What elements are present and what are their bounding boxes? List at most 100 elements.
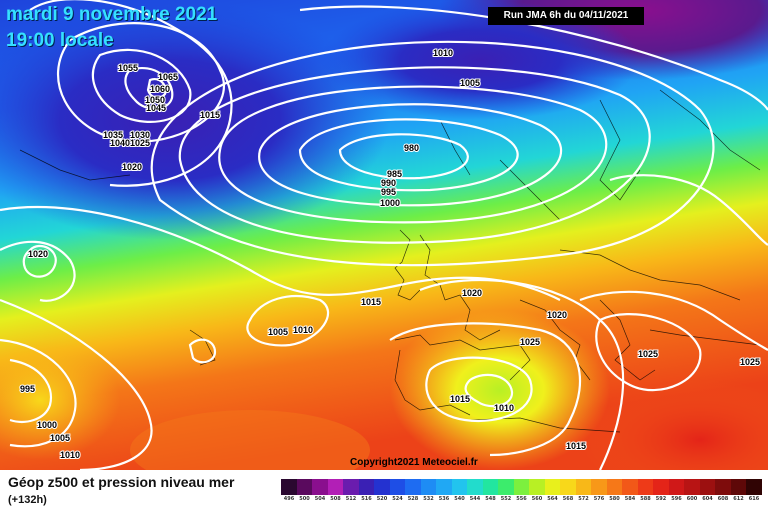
weather-map: 1055 1065 1060 1050 1045 1015 1035 1030 …: [0, 0, 768, 470]
scale-tick-label: 516: [361, 496, 372, 502]
isobar-label: 1015: [450, 394, 470, 404]
scale-swatch: 576: [591, 479, 607, 502]
scale-tick-label: 536: [438, 496, 450, 502]
isobar-label: 1020: [547, 310, 567, 320]
isobar-label: 1025: [130, 138, 150, 148]
scale-swatch: 552: [498, 479, 514, 502]
isobar-label: 1040: [110, 138, 130, 148]
scale-tick-label: 528: [407, 496, 419, 502]
isobar-label: 1010: [293, 325, 313, 335]
isobar-label: 995: [20, 384, 35, 394]
isobar-label: 1000: [380, 198, 400, 208]
isobar-label: 1000: [37, 420, 57, 430]
scale-swatch: 584: [622, 479, 638, 502]
isobar-label: 1025: [520, 337, 540, 347]
scale-swatch: 604: [699, 479, 715, 502]
scale-swatch: 504: [312, 479, 328, 502]
scale-swatch: 532: [420, 479, 436, 502]
scale-swatch: 556: [513, 479, 529, 502]
scale-swatch: 572: [575, 479, 591, 502]
scale-swatch: 580: [606, 479, 622, 502]
color-scale: 496 500 504 508 512 516 520 524 528 532 536 540 544 5…: [281, 479, 762, 502]
scale-tick-label: 520: [376, 496, 388, 502]
scale-swatch: 500: [296, 479, 312, 502]
scale-tick-label: 540: [454, 496, 465, 502]
scale-tick-label: 508: [330, 496, 341, 502]
scale-tick-label: 500: [299, 496, 310, 502]
isobar-label: 1060: [150, 84, 170, 94]
isobar-label: 1045: [146, 103, 166, 113]
scale-tick-label: 560: [531, 496, 543, 502]
isobar-label: 1005: [50, 433, 70, 443]
scale-swatch: 612: [730, 479, 746, 502]
isobar-label: 990: [381, 178, 396, 188]
isobar-label: 1015: [200, 110, 220, 120]
scale-swatch: 520: [374, 479, 390, 502]
scale-tick-label: 556: [516, 496, 527, 502]
scale-tick-label: 580: [609, 496, 620, 502]
scale-tick-label: 512: [345, 496, 357, 502]
scale-swatch: 592: [653, 479, 669, 502]
isobar-label: 1035: [103, 130, 123, 140]
isobar-label: 1020: [28, 249, 48, 259]
scale-swatch: 568: [560, 479, 576, 502]
scale-swatch: 524: [389, 479, 405, 502]
isobar-label: 1005: [268, 327, 288, 337]
scale-tick-label: 576: [593, 496, 605, 502]
scale-swatch: 536: [436, 479, 452, 502]
forecast-time: 19:00 locale: [6, 30, 114, 51]
scale-tick-label: 564: [547, 496, 558, 502]
scale-swatch: 596: [668, 479, 684, 502]
isobar-label: 1050: [145, 95, 165, 105]
scale-swatch: 540: [451, 479, 467, 502]
scale-tick-label: 532: [423, 496, 434, 502]
scale-tick-label: 584: [624, 496, 636, 502]
forecast-date: mardi 9 novembre 2021: [6, 4, 218, 25]
legend-subtitle: (+132h): [8, 494, 47, 506]
scale-tick-label: 596: [671, 496, 682, 502]
isobar-label: 1020: [122, 162, 142, 172]
isobar-label: 1065: [158, 72, 178, 82]
scale-swatch: 508: [327, 479, 343, 502]
scale-swatch: 496: [281, 479, 297, 502]
scale-tick-label: 612: [733, 496, 744, 502]
scale-tick-label: 616: [748, 496, 760, 502]
scale-tick-label: 544: [469, 496, 481, 502]
isobar-label: 1010: [60, 450, 80, 460]
isobar-label: 1020: [462, 288, 482, 298]
scale-tick-label: 604: [702, 496, 713, 502]
scale-swatch: 512: [343, 479, 359, 502]
copyright-text: Copyright2021 Meteociel.fr: [350, 457, 478, 468]
isobar-label: 1015: [361, 297, 381, 307]
scale-swatch: 560: [529, 479, 545, 502]
scale-swatch: 548: [482, 479, 498, 502]
isobar-label: 1010: [494, 403, 514, 413]
legend-title: Géop z500 et pression niveau mer: [8, 474, 235, 490]
scale-swatch: 516: [358, 479, 374, 502]
scale-tick-label: 496: [283, 496, 295, 502]
legend-panel: Géop z500 et pression niveau mer (+132h)…: [0, 470, 768, 512]
scale-tick-label: 600: [686, 496, 698, 502]
isobar-label: 1015: [566, 441, 586, 451]
scale-tick-label: 548: [485, 496, 496, 502]
run-info: Run JMA 6h du 04/11/2021: [488, 7, 644, 25]
scale-swatch: 588: [637, 479, 653, 502]
scale-tick-label: 504: [314, 496, 326, 502]
scale-tick-label: 592: [655, 496, 667, 502]
scale-swatch: 528: [405, 479, 421, 502]
isobar-label: 1005: [460, 78, 480, 88]
scale-tick-label: 572: [578, 496, 589, 502]
scale-tick-label: 608: [717, 496, 729, 502]
scale-swatch: 600: [684, 479, 700, 502]
scale-tick-label: 552: [500, 496, 512, 502]
isobar-label: 1010: [433, 48, 453, 58]
isobar-label: 980: [404, 143, 419, 153]
scale-swatch: 564: [544, 479, 560, 502]
isobar-label: 1030: [130, 130, 150, 140]
isobar-label: 985: [387, 169, 402, 179]
scale-swatch: 608: [715, 479, 731, 502]
isobar-label: 1055: [118, 63, 138, 73]
scale-tick-label: 524: [392, 496, 403, 502]
scale-swatch: 616: [746, 479, 762, 502]
isobar-label: 995: [381, 187, 396, 197]
